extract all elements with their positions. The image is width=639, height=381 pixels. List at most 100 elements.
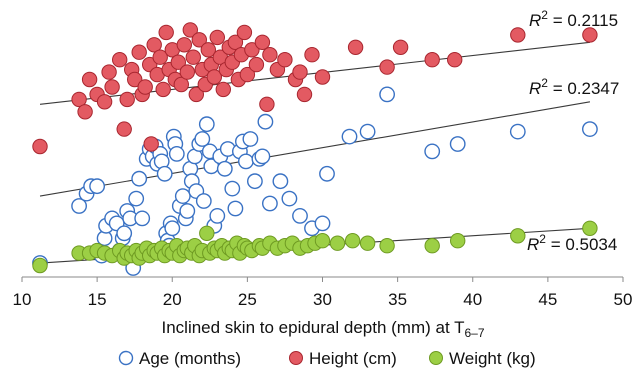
- data-point: [77, 104, 93, 120]
- data-point: [237, 153, 254, 170]
- data-point: [164, 220, 181, 237]
- data-point: [173, 76, 190, 93]
- data-point: [277, 52, 293, 68]
- data-point: [179, 64, 196, 80]
- data-point: [195, 193, 212, 209]
- data-point: [259, 96, 275, 113]
- data-point: [127, 71, 143, 88]
- data-point: [216, 160, 233, 177]
- data-point: [104, 79, 120, 95]
- data-point: [170, 54, 187, 70]
- data-point: [392, 39, 409, 55]
- data-point: [209, 29, 226, 46]
- legend-item: Age (months): [118, 349, 241, 368]
- data-point: [314, 69, 331, 85]
- data-point: [81, 71, 98, 88]
- data-point: [296, 86, 313, 103]
- data-point: [227, 34, 244, 50]
- data-point: [319, 165, 335, 182]
- data-point: [254, 148, 271, 165]
- data-point: [449, 136, 466, 152]
- data-point: [509, 123, 526, 140]
- data-point: [304, 47, 320, 63]
- data-point: [32, 257, 48, 274]
- data-point: [262, 47, 278, 63]
- data-point: [176, 37, 193, 53]
- data-point: [194, 131, 211, 147]
- x-tick-label: 45: [538, 290, 557, 309]
- x-axis-title: Inclined skin to epidural depth (mm) at …: [161, 318, 484, 340]
- data-point: [329, 235, 346, 251]
- data-point: [158, 24, 174, 41]
- legend-marker: [289, 351, 303, 365]
- data-point: [152, 49, 168, 65]
- series-2: [32, 220, 598, 274]
- data-point: [143, 136, 159, 152]
- x-axis-title-subscript: 6–7: [464, 326, 484, 340]
- data-point: [359, 123, 376, 140]
- data-point: [215, 81, 232, 98]
- data-point: [185, 49, 202, 65]
- data-point: [89, 178, 106, 195]
- x-tick-label: 15: [88, 290, 107, 309]
- x-tick-label: 35: [388, 290, 407, 309]
- data-point: [292, 207, 308, 224]
- data-point: [379, 86, 395, 103]
- data-point: [450, 233, 466, 249]
- data-point: [32, 138, 48, 155]
- data-point: [200, 42, 217, 58]
- r-squared-label: R2 = 0.2347: [529, 76, 619, 98]
- data-point: [182, 22, 199, 38]
- x-axis: 10 15 20 25 30 35 40 45 50: [13, 276, 632, 309]
- data-point: [146, 37, 162, 53]
- data-point: [424, 238, 440, 254]
- data-point: [424, 143, 441, 160]
- legend: Age (months) Height (cm) Weight (kg): [118, 349, 536, 368]
- data-point: [242, 131, 259, 147]
- data-point: [155, 81, 171, 98]
- data-point: [209, 207, 226, 224]
- r-squared-label: R2 = 0.5034: [527, 232, 617, 254]
- data-point: [101, 64, 117, 80]
- data-point: [359, 235, 376, 251]
- data-point: [261, 195, 278, 212]
- data-point: [236, 24, 253, 41]
- data-point: [246, 173, 263, 190]
- legend-item: Height (cm): [289, 349, 397, 368]
- data-point: [112, 52, 128, 68]
- r-squared-labels: R2 = 0.2115 R2 = 0.2347 R2 = 0.5034: [527, 8, 619, 254]
- x-tick-label: 30: [313, 290, 332, 309]
- data-point: [71, 91, 87, 108]
- data-point: [131, 170, 148, 187]
- legend-marker: [429, 351, 443, 365]
- data-point: [134, 210, 151, 227]
- x-tick-label: 25: [238, 290, 257, 309]
- data-point: [272, 173, 289, 190]
- data-points: [32, 22, 598, 276]
- x-tick-label: 40: [463, 290, 482, 309]
- data-point: [244, 42, 260, 58]
- data-point: [344, 233, 361, 249]
- data-point: [188, 86, 205, 103]
- data-point: [379, 238, 395, 254]
- x-tick-label: 20: [163, 290, 182, 309]
- data-point: [131, 44, 147, 60]
- data-point: [257, 113, 274, 130]
- data-point: [179, 203, 196, 219]
- legend-marker: [118, 350, 134, 366]
- data-point: [227, 200, 244, 217]
- r-squared-label: R2 = 0.2115: [529, 8, 618, 30]
- data-point: [379, 59, 395, 75]
- data-point: [224, 180, 241, 197]
- data-point: [292, 64, 308, 80]
- data-point: [206, 69, 223, 85]
- legend-item: Weight (kg): [429, 349, 536, 368]
- series-1: [32, 22, 598, 155]
- legend-label: Height (cm): [309, 349, 397, 368]
- data-point: [239, 66, 256, 83]
- x-tick-label: 10: [13, 290, 32, 309]
- legend-label: Age (months): [139, 349, 241, 368]
- data-point: [314, 233, 331, 249]
- data-point: [116, 225, 133, 242]
- data-point: [156, 165, 173, 182]
